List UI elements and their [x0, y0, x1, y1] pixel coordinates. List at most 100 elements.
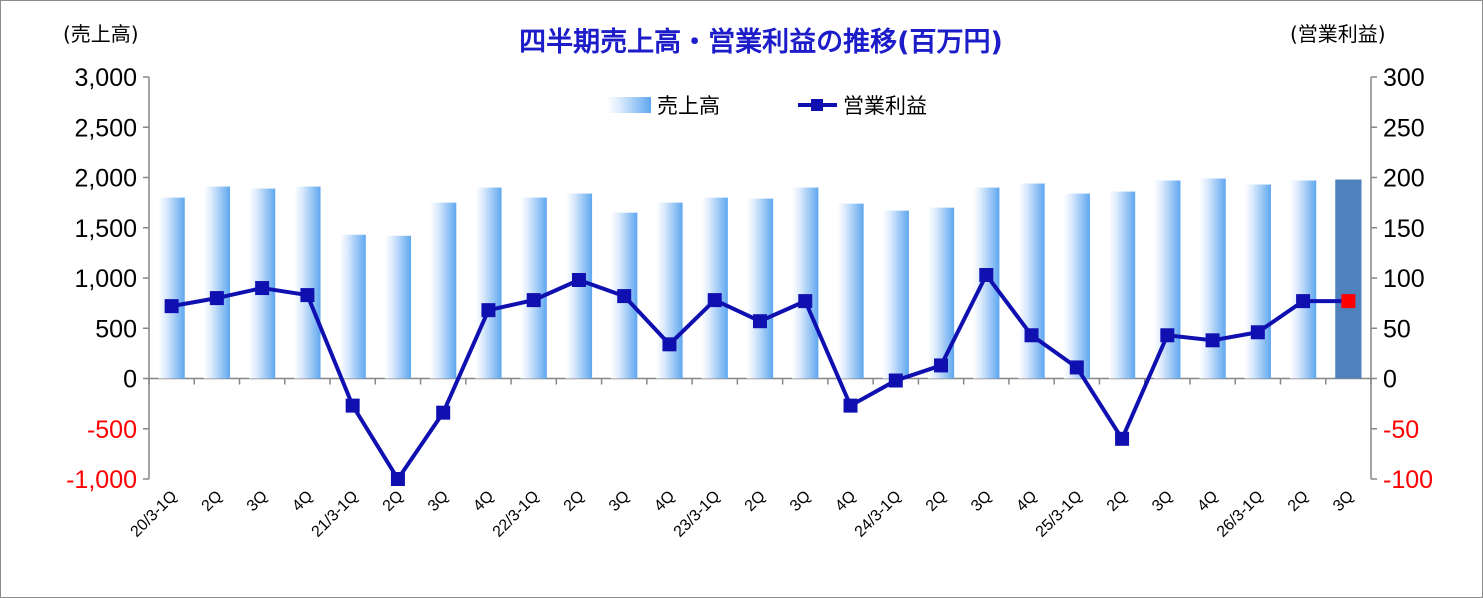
bar-sales: [1289, 180, 1317, 379]
op-profit-point: [209, 291, 224, 306]
bar-sales: [746, 198, 774, 379]
legend-bar-swatch: [607, 97, 651, 113]
left-tick-label: 0: [123, 366, 137, 394]
bar-sales: [1199, 178, 1226, 379]
x-tick-label: 3Q: [606, 488, 633, 515]
bar-sales: [927, 207, 955, 379]
x-tick-label: 25/3-1Q: [1033, 488, 1086, 541]
bar-sales: [475, 187, 502, 379]
right-tick-label: 200: [1383, 165, 1425, 193]
right-tick-label: -100: [1383, 466, 1433, 494]
op-profit-point: [571, 273, 586, 288]
x-tick-label: 2Q: [1104, 488, 1131, 515]
bar-sales: [973, 187, 1000, 379]
x-tick-label: 2Q: [380, 488, 407, 515]
op-profit-point: [390, 472, 405, 486]
x-tick-label: 24/3-1Q: [852, 488, 905, 541]
op-profit-point: [526, 293, 541, 308]
right-tick-label: 100: [1383, 265, 1425, 293]
right-axis-label: (営業利益): [1290, 22, 1386, 46]
right-tick-label: 250: [1383, 114, 1425, 142]
bar-sales: [339, 234, 366, 379]
op-profit-point: [1250, 325, 1265, 340]
op-profit-point: [1069, 360, 1084, 375]
op-profit-point: [1296, 294, 1311, 309]
bar-sales: [158, 197, 185, 379]
left-axis-label: (売上高): [63, 22, 139, 46]
bar-series-sales: [158, 178, 1362, 379]
bar-sales: [203, 186, 231, 379]
x-tick-label: 2Q: [561, 488, 588, 515]
bar-sales: [1335, 179, 1362, 379]
legend-label-op-profit: 営業利益: [843, 94, 927, 118]
right-tick-label: 300: [1383, 64, 1425, 92]
bar-sales: [1108, 191, 1136, 379]
op-profit-point: [1115, 431, 1130, 446]
bar-sales: [384, 235, 412, 379]
x-tick-label: 2Q: [199, 488, 226, 515]
op-profit-point: [1341, 294, 1356, 309]
y-tick-labels: 3,0002,5002,0001,5001,0005000-500-1,0003…: [66, 64, 1433, 494]
left-tick-label: 1,000: [74, 265, 137, 293]
bar-sales: [837, 203, 864, 379]
chart-title: 四半期売上高・営業利益の推移(百万円): [519, 26, 1003, 58]
x-tick-label: 22/3-1Q: [490, 488, 543, 541]
op-profit-point: [1160, 328, 1175, 343]
op-profit-point: [1024, 328, 1039, 343]
x-tick-label: 4Q: [470, 488, 497, 515]
right-tick-label: -50: [1383, 416, 1419, 444]
right-tick-label: 150: [1383, 215, 1425, 243]
op-profit-point: [436, 405, 451, 420]
bar-sales: [1244, 184, 1271, 379]
bar-sales: [430, 202, 457, 379]
x-tick-label: 3Q: [425, 488, 452, 515]
x-tick-label: 2Q: [742, 488, 769, 515]
op-profit-point: [345, 398, 360, 413]
right-tick-label: 50: [1383, 315, 1411, 343]
op-profit-point: [300, 288, 315, 303]
bar-sales: [294, 186, 321, 379]
left-tick-label: 1,500: [74, 215, 137, 243]
bar-sales: [701, 197, 728, 379]
left-tick-label: -1,000: [66, 466, 137, 494]
bar-sales: [882, 210, 909, 379]
op-profit-point: [1205, 333, 1220, 348]
op-profit-point: [164, 299, 179, 314]
bar-sales: [520, 197, 547, 379]
bar-sales: [1154, 180, 1181, 379]
x-tick-label: 20/3-1Q: [128, 488, 181, 541]
left-tick-label: 2,500: [74, 114, 137, 142]
x-tick-label: 4Q: [1013, 488, 1040, 515]
op-profit-point: [255, 281, 270, 296]
bar-sales: [792, 187, 819, 379]
legend-label-sales: 売上高: [657, 94, 720, 118]
line-series-op-profit: [164, 267, 1356, 486]
x-tick-label: 2Q: [1285, 488, 1312, 515]
left-tick-label: 3,000: [74, 64, 137, 92]
x-tick-label: 4Q: [289, 488, 316, 515]
x-tick-label: 4Q: [832, 488, 859, 515]
op-profit-point: [707, 293, 722, 308]
x-tick-label: 4Q: [1194, 488, 1221, 515]
op-profit-point: [843, 398, 858, 413]
op-profit-point: [662, 337, 677, 352]
op-profit-point: [888, 373, 903, 388]
left-tick-label: 500: [95, 315, 137, 343]
x-tick-label: 3Q: [244, 488, 271, 515]
legend: 売上高 営業利益: [607, 94, 927, 118]
bar-sales: [1063, 193, 1090, 379]
left-tick-label: -500: [87, 416, 137, 444]
legend-marker-swatch: [811, 99, 823, 111]
bar-sales: [1018, 183, 1045, 379]
op-profit-point: [934, 358, 949, 373]
op-profit-point: [798, 294, 813, 309]
x-tick-label: 3Q: [1149, 488, 1176, 515]
x-tick-label: 4Q: [651, 488, 678, 515]
op-profit-point: [979, 267, 994, 282]
x-tick-label: 26/3-1Q: [1214, 488, 1267, 541]
op-profit-point: [481, 303, 496, 318]
op-profit-point: [753, 314, 767, 329]
